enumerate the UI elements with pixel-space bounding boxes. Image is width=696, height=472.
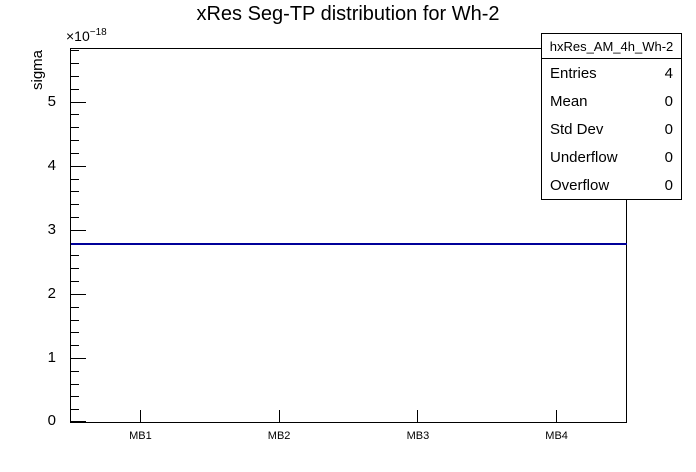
y-axis-exponent-base: ×10 [66, 28, 90, 44]
histogram-line-segment [71, 242, 211, 245]
stats-box: hxRes_AM_4h_Wh-2 Entries 4 Mean 0 Std De… [541, 33, 682, 200]
y-axis-tick-label: 3 [47, 220, 56, 238]
y-axis-exponent-power: −18 [89, 27, 107, 38]
y-minor-tick [71, 332, 79, 334]
y-minor-tick [71, 216, 79, 218]
stats-row-stddev: Std Dev 0 [542, 115, 681, 143]
y-minor-tick [71, 409, 79, 411]
histogram-line-segment [209, 242, 350, 245]
y-minor-tick [71, 75, 79, 77]
stat-value: 4 [664, 64, 673, 82]
y-minor-tick [71, 268, 79, 270]
y-axis-tick-label: 0 [47, 412, 56, 429]
y-minor-tick [71, 178, 79, 180]
y-axis-exponent: ×10−18 [66, 27, 107, 44]
y-minor-tick [71, 319, 79, 321]
y-major-tick [71, 421, 86, 422]
y-minor-tick [71, 127, 79, 129]
y-minor-tick [71, 114, 79, 116]
stat-label: Overflow [550, 176, 610, 194]
stat-label: Underflow [550, 148, 618, 166]
stat-label: Entries [550, 64, 597, 82]
stat-value: 0 [664, 176, 673, 194]
y-major-tick [71, 229, 86, 231]
stats-box-rows: Entries 4 Mean 0 Std Dev 0 Underflow 0 O… [542, 59, 681, 199]
x-axis-tick-label: MB4 [545, 430, 568, 442]
y-major-tick [71, 293, 86, 295]
y-major-tick [71, 165, 86, 167]
y-minor-tick [71, 370, 79, 372]
y-minor-tick [71, 396, 79, 398]
histogram-line-segment [487, 242, 627, 245]
y-minor-tick [71, 140, 79, 141]
stats-row-overflow: Overflow 0 [542, 171, 681, 199]
y-minor-tick [71, 306, 79, 308]
y-minor-tick [71, 63, 79, 65]
stat-value: 0 [664, 120, 673, 138]
stat-label: Std Dev [550, 120, 604, 138]
y-minor-tick [71, 191, 79, 193]
y-minor-tick [71, 88, 79, 90]
y-major-tick [71, 357, 86, 359]
x-axis-tick-label: MB3 [406, 430, 430, 442]
y-axis-tick-label: 5 [47, 92, 56, 110]
x-bin-tick [278, 410, 280, 422]
x-bin-tick [556, 410, 558, 422]
x-axis-tick-label: MB2 [267, 430, 291, 442]
y-axis-tick-label: 1 [47, 348, 56, 366]
stats-row-entries: Entries 4 [542, 59, 681, 87]
stat-value: 0 [664, 148, 673, 166]
plot-title: xRes Seg-TP distribution for Wh-2 [196, 3, 500, 25]
x-axis-tick-label: MB1 [129, 430, 152, 442]
y-minor-tick [71, 345, 79, 347]
y-axis-tick-label: 4 [47, 156, 56, 174]
stats-box-title: hxRes_AM_4h_Wh-2 [542, 34, 681, 59]
stat-label: Mean [550, 92, 588, 110]
y-minor-tick [71, 383, 79, 385]
x-bin-tick [417, 410, 419, 422]
stat-value: 0 [664, 92, 673, 110]
y-minor-tick [71, 281, 79, 282]
y-axis-title: sigma [29, 50, 46, 91]
y-minor-tick [71, 152, 79, 154]
stats-row-underflow: Underflow 0 [542, 143, 681, 171]
y-minor-tick [71, 50, 79, 52]
stats-row-mean: Mean 0 [542, 87, 681, 115]
y-minor-tick [71, 255, 79, 257]
y-minor-tick [71, 204, 79, 206]
y-major-tick [71, 101, 86, 103]
plot-frame [70, 48, 627, 423]
histogram-line-segment [348, 242, 488, 245]
x-bin-tick [139, 410, 141, 422]
y-axis-tick-label: 2 [47, 284, 56, 302]
